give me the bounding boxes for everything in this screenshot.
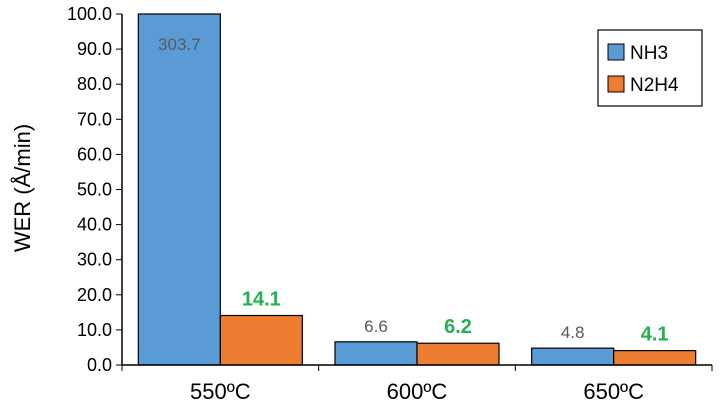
y-tick-label: 70.0 — [77, 109, 112, 129]
y-tick-label: 100.0 — [67, 4, 112, 24]
y-tick-label: 0.0 — [87, 355, 112, 375]
y-tick-label: 10.0 — [77, 320, 112, 340]
y-tick-label: 90.0 — [77, 39, 112, 59]
data-label-n2h4-3: 4.1 — [641, 324, 669, 346]
y-tick-label: 20.0 — [77, 285, 112, 305]
data-label-n2h4-1: 14.1 — [242, 289, 281, 311]
bar-n2h4-3 — [613, 350, 697, 366]
x-tick-label: 550ºC — [190, 379, 251, 404]
y-tick-label: 50.0 — [77, 180, 112, 200]
plot-area: 0.0 10.0 20.0 30.0 40.0 50.0 60.0 70.0 80.0 90.0 1… — [67, 4, 713, 404]
y-axis-label: WER (Å/min) — [10, 124, 35, 252]
data-label-nh3-2: 6.6 — [364, 317, 388, 336]
y-tick-label: 30.0 — [77, 250, 112, 270]
legend-label-nh3: NH3 — [630, 43, 668, 64]
legend-swatch-n2h4 — [607, 75, 625, 93]
data-label-n2h4-2: 6.2 — [444, 316, 472, 338]
bar-nh3-1 — [137, 13, 221, 366]
x-tick-label: 650ºC — [583, 379, 644, 404]
legend: NH3 N2H4 — [597, 29, 703, 107]
legend-label-n2h4: N2H4 — [630, 75, 679, 96]
data-label-nh3-1: 303.7 — [158, 35, 201, 54]
bar-n2h4-1 — [219, 314, 303, 366]
legend-box — [597, 29, 703, 107]
bar-n2h4-2 — [416, 342, 500, 366]
legend-swatch-nh3 — [607, 43, 625, 61]
x-tick-label: 600ºC — [387, 379, 448, 404]
bar-nh3-3 — [531, 347, 615, 366]
y-tick-label: 40.0 — [77, 215, 112, 235]
bar-nh3-2 — [334, 341, 418, 366]
y-tick-label: 60.0 — [77, 144, 112, 164]
data-label-nh3-3: 4.8 — [561, 323, 585, 342]
y-tick-label: 80.0 — [77, 74, 112, 94]
